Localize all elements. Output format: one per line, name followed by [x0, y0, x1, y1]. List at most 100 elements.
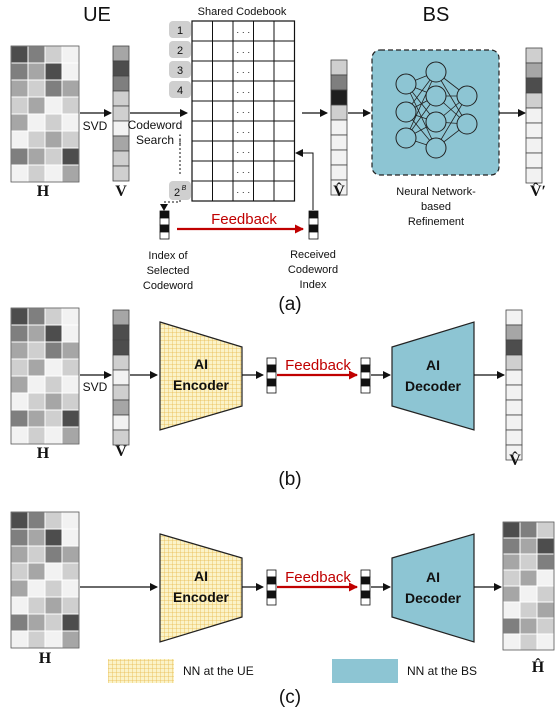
matrix-cell	[61, 511, 80, 530]
matrix-cell	[61, 341, 80, 360]
matrix-cell	[61, 528, 80, 547]
matrix-cell	[502, 537, 521, 555]
encoder-label-1: AI	[194, 356, 208, 372]
vector-cell	[112, 354, 130, 371]
precoder-vector-v	[112, 309, 130, 446]
vector-cell	[505, 339, 523, 356]
matrix-cell	[27, 426, 46, 445]
matrix-cell	[10, 358, 29, 377]
codebook-dots: · · ·	[236, 147, 250, 157]
codebook-dots: · · ·	[236, 47, 250, 57]
index-tab-1-label: 1	[177, 25, 183, 37]
matrix-cell	[536, 585, 555, 603]
bit-cell	[360, 590, 371, 599]
matrix-cell	[61, 630, 80, 649]
matrix-cell	[10, 62, 29, 81]
matrix-cell	[61, 613, 80, 632]
matrix-cell	[27, 130, 46, 149]
ai-decoder	[391, 533, 475, 643]
bit-cell	[266, 364, 277, 373]
codebook-dots: · · ·	[236, 27, 250, 37]
index-tab-last	[169, 181, 191, 200]
index-tab-4-label: 4	[177, 85, 183, 97]
matrix-cell	[10, 579, 29, 598]
matrix-cell	[27, 96, 46, 115]
bit-cell	[360, 385, 371, 394]
matrix-cell	[10, 307, 29, 326]
matrix-cell	[44, 528, 63, 547]
matrix-cell	[519, 617, 538, 635]
matrix-cell	[44, 545, 63, 564]
matrix-cell	[536, 633, 555, 651]
matrix-cell	[27, 358, 46, 377]
matrix-cell	[10, 164, 29, 183]
nn-edge	[405, 83, 437, 149]
index-tab-ellipsis: ⋮	[174, 132, 186, 146]
vector-cell	[525, 47, 543, 64]
matrix-cell	[27, 511, 46, 530]
index-selected-1: Index of	[148, 250, 188, 262]
matrix-cell	[61, 358, 80, 377]
vector-cell	[112, 369, 130, 386]
vector-cell	[112, 339, 130, 356]
shared-codebook: · · · · · · · · · · · · · · · · · · · · · · · ·…	[191, 20, 296, 202]
vector-cell	[525, 122, 543, 139]
matrix-cell	[61, 579, 80, 598]
vector-cell	[505, 309, 523, 326]
caption-c: (c)	[279, 687, 301, 708]
bit-cell	[159, 231, 170, 240]
vector-cell	[525, 137, 543, 154]
bit-cell	[266, 590, 277, 599]
matrix-cell	[44, 113, 63, 132]
matrix-cell	[27, 596, 46, 615]
h-label: H	[37, 445, 50, 462]
matrix-cell	[10, 426, 29, 445]
matrix-cell	[502, 553, 521, 571]
matrix-cell	[44, 579, 63, 598]
matrix-cell	[61, 147, 80, 166]
vector-cell	[525, 152, 543, 169]
matrix-cell	[502, 601, 521, 619]
codebook-dots: · · ·	[236, 107, 250, 117]
encoder-label-1: AI	[194, 568, 208, 584]
matrix-cell	[27, 79, 46, 98]
bit-cell	[266, 385, 277, 394]
nn-refinement-2: based	[421, 201, 451, 213]
matrix-cell	[27, 307, 46, 326]
matrix-border	[502, 521, 555, 651]
nn-refinement-1: Neural Network-	[396, 186, 476, 198]
matrix-cell	[10, 113, 29, 132]
matrix-cell	[519, 521, 538, 539]
legend-bs-label: NN at the BS	[407, 664, 477, 678]
matrix-cell	[536, 521, 555, 539]
decoder-label-1: AI	[426, 357, 440, 373]
index-tab-last-exp: B	[182, 185, 187, 192]
matrix-cell	[27, 579, 46, 598]
matrix-cell	[27, 562, 46, 581]
matrix-cell	[10, 130, 29, 149]
encoded-bits-ue	[266, 569, 277, 606]
codebook-index-tabs: 1 2 3 4 ⋮ 2 B	[169, 21, 191, 200]
matrix-cell	[10, 147, 29, 166]
bit-cell	[360, 378, 371, 387]
matrix-cell	[61, 307, 80, 326]
matrix-cell	[61, 545, 80, 564]
nn-node	[425, 61, 447, 83]
matrix-cell	[44, 130, 63, 149]
matrix-cell	[10, 409, 29, 428]
matrix-cell	[10, 596, 29, 615]
vector-cell	[330, 59, 348, 76]
matrix-cell	[27, 613, 46, 632]
index-tab-3	[169, 61, 191, 78]
decoder-label-1: AI	[426, 569, 440, 585]
ue-label: UE	[83, 4, 111, 26]
vector-cell	[330, 164, 348, 181]
matrix-cell	[44, 164, 63, 183]
feedback-label: Feedback	[285, 357, 351, 374]
matrix-cell	[44, 307, 63, 326]
bit-cell	[159, 217, 170, 226]
bit-cell	[266, 569, 277, 578]
v-label: V	[115, 183, 127, 200]
received-index-bits	[308, 210, 319, 240]
neural-network-icon	[395, 61, 478, 159]
